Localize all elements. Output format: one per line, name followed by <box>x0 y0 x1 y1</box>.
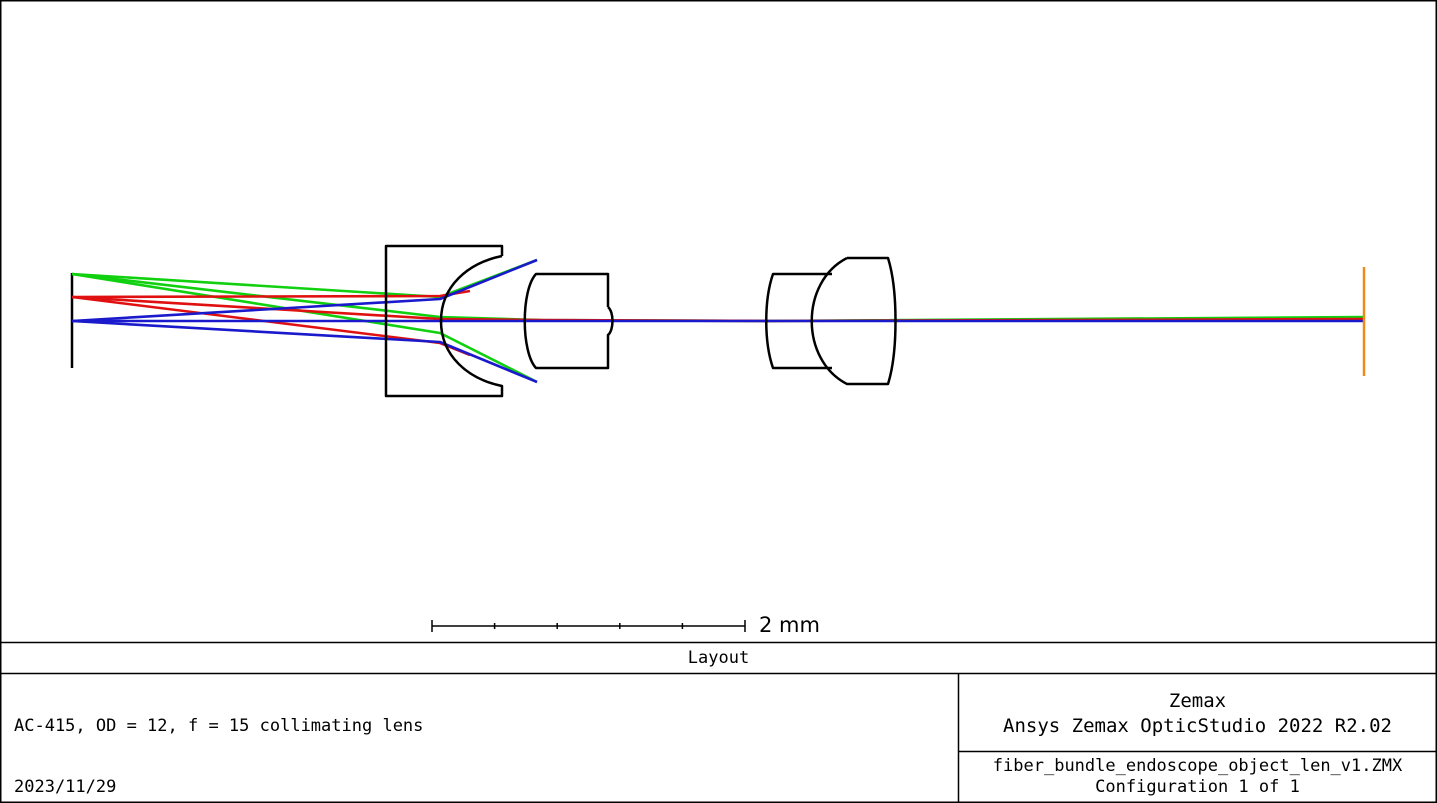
ray-field-1-lower <box>71 319 538 384</box>
ray-fans <box>71 258 1365 384</box>
scale-bar-label: 2 mm <box>759 613 820 637</box>
lens-description: AC-415, OD = 12, f = 15 collimating lens <box>14 716 424 736</box>
file-name: fiber_bundle_endoscope_object_len_v1.ZMX <box>992 756 1403 776</box>
plot-title: Layout <box>687 648 750 668</box>
scale-bar <box>431 620 746 632</box>
configuration-label: Configuration 1 of 1 <box>1095 777 1300 797</box>
ray-field-1-upper <box>71 258 538 323</box>
lens-element-3-rear <box>810 256 897 386</box>
lens-element-2 <box>523 272 614 370</box>
lens-element-1 <box>384 244 504 398</box>
vendor-company: Zemax <box>1168 690 1227 712</box>
rays-field-1 <box>71 258 1364 384</box>
ray-field-2-upper <box>71 289 471 299</box>
lens-info: AC-415, OD = 12, f = 15 collimating lens… <box>14 676 423 803</box>
lens-element-3-front <box>765 272 832 370</box>
rays-field-2 <box>71 289 1365 357</box>
ray-field-3-lower <box>71 272 538 384</box>
vendor-info: Zemax Ansys Zemax OpticStudio 2022 R2.02 <box>958 689 1437 739</box>
vendor-product: Ansys Zemax OpticStudio 2022 R2.02 <box>1003 715 1392 737</box>
lens-date: 2023/11/29 <box>14 776 117 797</box>
file-info: fiber_bundle_endoscope_object_len_v1.ZMX… <box>958 756 1437 798</box>
lens-elements <box>384 244 897 398</box>
